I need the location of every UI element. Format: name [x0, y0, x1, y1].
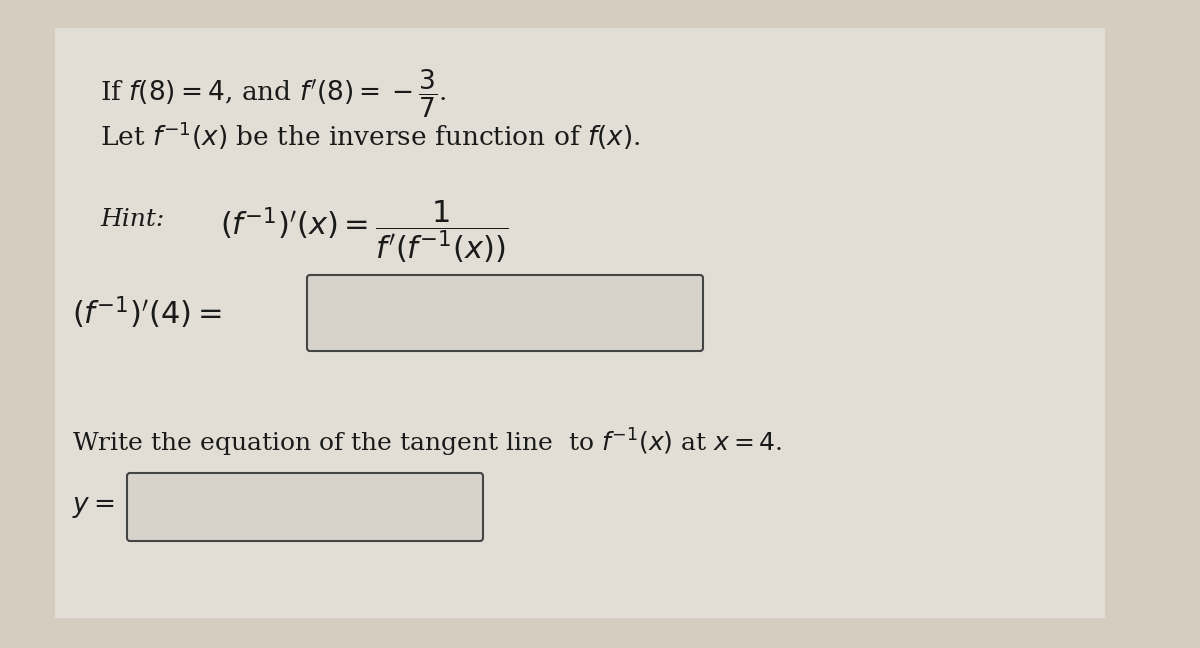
- FancyBboxPatch shape: [307, 275, 703, 351]
- FancyBboxPatch shape: [127, 473, 482, 541]
- Text: $(f^{-1})'(x) = \dfrac{1}{f'(f^{-1}(x))}$: $(f^{-1})'(x) = \dfrac{1}{f'(f^{-1}(x))}…: [220, 198, 508, 265]
- Text: Let $f^{-1}(x)$ be the inverse function of $f(x)$.: Let $f^{-1}(x)$ be the inverse function …: [100, 120, 641, 152]
- FancyBboxPatch shape: [55, 28, 1105, 618]
- Text: $y = $: $y = $: [72, 496, 115, 520]
- Text: If $f(8) = 4$, and $f'(8) = -\dfrac{3}{7}$.: If $f(8) = 4$, and $f'(8) = -\dfrac{3}{7…: [100, 68, 446, 121]
- Text: Hint:: Hint:: [100, 208, 164, 231]
- Text: $(f^{-1})'(4) = $: $(f^{-1})'(4) = $: [72, 295, 222, 331]
- Text: Write the equation of the tangent line  to $f^{-1}(x)$ at $x = 4$.: Write the equation of the tangent line t…: [72, 427, 782, 459]
